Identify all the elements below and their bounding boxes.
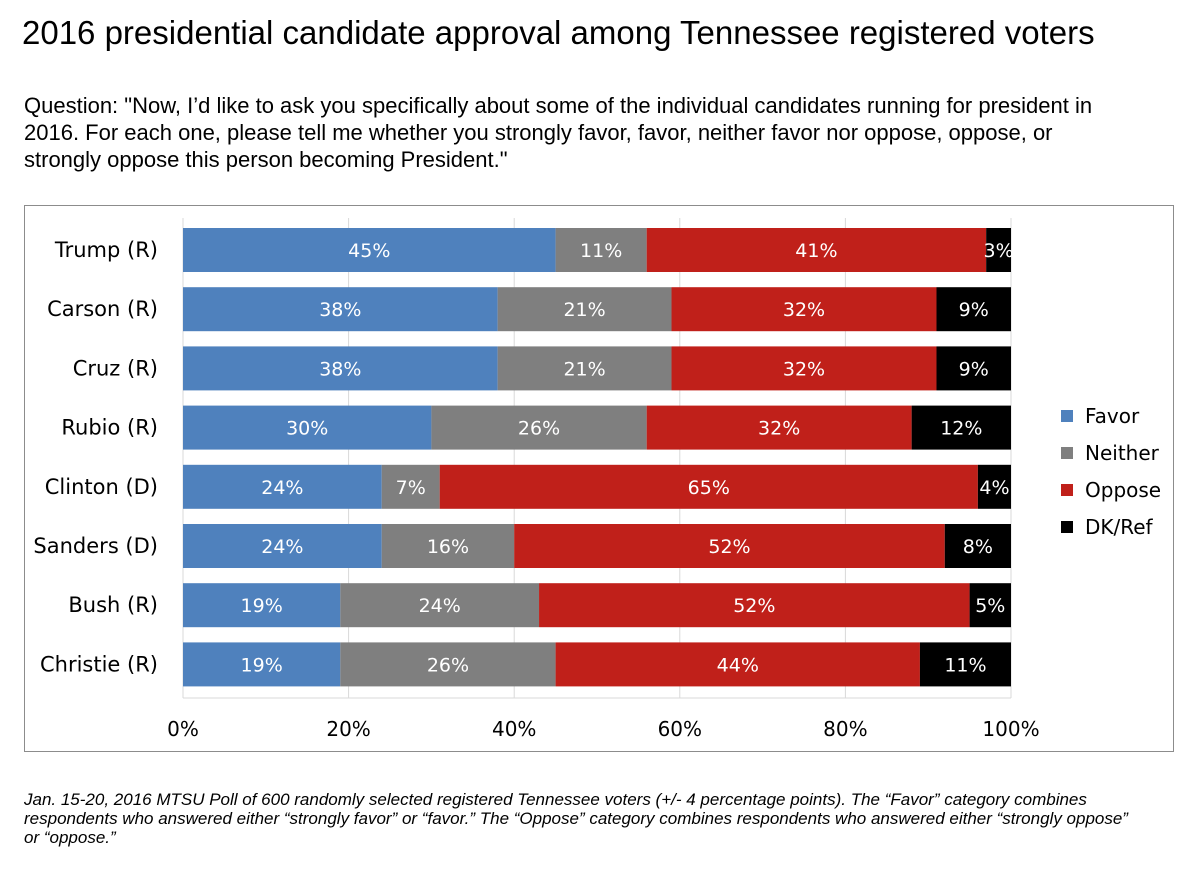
legend-label: Oppose: [1085, 478, 1161, 502]
data-label: 9%: [959, 358, 989, 380]
data-label: 65%: [688, 477, 730, 499]
bar-neither: [431, 405, 647, 450]
category-label: Christie (R): [40, 652, 158, 676]
stacked-bar-chart: Trump (R) 45% 11% 41% 3% Carson (R) 38% 21% 32% 9…: [33, 218, 1161, 741]
data-label: 32%: [758, 418, 800, 440]
x-tick-label: 80%: [823, 717, 867, 741]
category-label: Trump (R): [54, 238, 158, 262]
data-label: 30%: [286, 418, 328, 440]
data-label: 3%: [984, 240, 1014, 262]
x-tick-label: 20%: [326, 717, 370, 741]
data-label: 11%: [944, 654, 986, 676]
data-label: 8%: [963, 536, 993, 558]
bar-oppose: [555, 642, 920, 687]
data-label: 44%: [717, 654, 759, 676]
bar-favor: [183, 524, 382, 568]
data-label: 9%: [959, 299, 989, 321]
bar-neither: [497, 346, 672, 391]
data-label: 32%: [783, 358, 825, 380]
x-tick-label: 0%: [167, 717, 199, 741]
bar-neither: [381, 464, 440, 509]
category-label: Carson (R): [47, 297, 158, 321]
data-label: 11%: [580, 240, 622, 262]
legend-swatch: [1061, 410, 1073, 422]
bar-oppose: [671, 346, 937, 391]
bar-oppose: [646, 228, 987, 272]
data-label: 38%: [319, 358, 361, 380]
data-label: 5%: [975, 595, 1005, 617]
data-label: 12%: [940, 418, 982, 440]
data-label: 21%: [563, 299, 605, 321]
category-label: Sanders (D): [33, 534, 158, 558]
bar-neither: [381, 524, 515, 568]
data-label: 26%: [427, 654, 469, 676]
category-label: Clinton (D): [45, 475, 158, 499]
data-label: 24%: [419, 595, 461, 617]
category-label: Cruz (R): [73, 356, 158, 380]
data-label: 26%: [518, 418, 560, 440]
data-label: 45%: [348, 240, 390, 262]
bar-favor: [183, 642, 341, 687]
data-label: 24%: [261, 536, 303, 558]
bar-favor: [183, 287, 498, 332]
bar-oppose: [539, 583, 970, 628]
bar-dk-ref: [919, 642, 1011, 687]
x-tick-label: 40%: [492, 717, 536, 741]
data-label: 16%: [427, 536, 469, 558]
bar-neither: [497, 287, 672, 332]
data-label: 7%: [396, 477, 426, 499]
legend-swatch: [1061, 447, 1073, 459]
data-label: 19%: [241, 595, 283, 617]
bar-neither: [340, 583, 540, 628]
bar-neither: [340, 642, 556, 687]
legend-swatch: [1061, 521, 1073, 533]
bar-dk-ref: [969, 583, 1011, 628]
data-label: 19%: [241, 654, 283, 676]
chart-frame: Trump (R) 45% 11% 41% 3% Carson (R) 38% 21% 32% 9…: [24, 205, 1174, 752]
bar-dk-ref: [986, 228, 1011, 272]
legend-label: Favor: [1085, 404, 1140, 428]
bar-dk-ref: [911, 405, 1011, 450]
data-label: 4%: [979, 477, 1009, 499]
bar-oppose: [646, 405, 912, 450]
bar-dk-ref: [936, 346, 1011, 391]
category-label: Rubio (R): [61, 416, 158, 440]
legend-label: Neither: [1085, 441, 1160, 465]
data-label: 41%: [795, 240, 837, 262]
data-label: 52%: [708, 536, 750, 558]
data-label: 24%: [261, 477, 303, 499]
x-tick-label: 60%: [658, 717, 702, 741]
bar-dk-ref: [944, 524, 1011, 568]
bar-dk-ref: [977, 464, 1011, 509]
data-label: 21%: [563, 358, 605, 380]
footnote: Jan. 15-20, 2016 MTSU Poll of 600 random…: [24, 790, 1128, 847]
x-tick-label: 100%: [982, 717, 1039, 741]
bar-oppose: [671, 287, 937, 332]
bar-dk-ref: [936, 287, 1011, 332]
bar-favor: [183, 405, 432, 450]
bar-favor: [183, 228, 556, 272]
bar-favor: [183, 346, 498, 391]
bar-favor: [183, 583, 341, 628]
data-label: 38%: [319, 299, 361, 321]
survey-question: Question: "Now, I’d like to ask you spec…: [24, 93, 1093, 172]
legend-swatch: [1061, 484, 1073, 496]
bar-favor: [183, 464, 382, 509]
data-label: 32%: [783, 299, 825, 321]
legend-label: DK/Ref: [1085, 515, 1154, 539]
category-label: Bush (R): [68, 593, 158, 617]
data-label: 52%: [733, 595, 775, 617]
bar-oppose: [439, 464, 978, 509]
bar-neither: [555, 228, 647, 272]
chart-title: 2016 presidential candidate approval amo…: [22, 14, 1095, 51]
bar-oppose: [514, 524, 945, 568]
